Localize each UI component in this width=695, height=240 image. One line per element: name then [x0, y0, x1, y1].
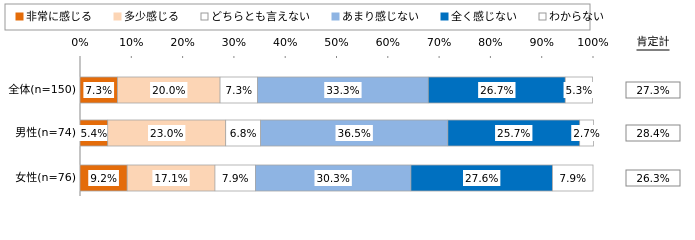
value-label: 26.7% [480, 85, 513, 97]
value-label: 7.3% [225, 85, 252, 97]
side-value: 26.3% [636, 173, 669, 185]
x-tick-label: 50% [324, 36, 348, 49]
value-label: 6.8% [230, 128, 257, 140]
legend-swatch [440, 12, 449, 21]
value-label: 36.5% [338, 128, 371, 140]
side-value: 28.4% [636, 128, 669, 140]
value-label-bg [227, 125, 259, 141]
value-label: 17.1% [154, 173, 187, 185]
legend-swatch [331, 12, 340, 21]
value-label: 25.7% [497, 128, 530, 140]
legend-label: 非常に感じる [26, 10, 92, 23]
x-tick-label: 20% [170, 36, 194, 49]
value-label-bg [462, 170, 501, 186]
legend-swatch [200, 12, 209, 21]
legend-label: どちらとも言えない [211, 10, 310, 23]
legend-label: あまり感じない [342, 10, 419, 23]
value-label: 9.2% [90, 173, 117, 185]
value-label-bg [557, 170, 589, 186]
x-tick-label: 80% [478, 36, 502, 49]
x-tick-label: 90% [529, 36, 553, 49]
value-label-bg [150, 82, 188, 98]
value-label-bg [324, 82, 362, 98]
value-label-bg [495, 125, 533, 141]
value-label: 20.0% [152, 85, 185, 97]
value-label: 30.3% [316, 173, 349, 185]
value-label-bg [571, 125, 602, 141]
value-label-bg [78, 125, 110, 141]
side-column-title: 肯定計 [637, 34, 670, 48]
value-label: 5.4% [81, 128, 108, 140]
x-tick-label: 40% [273, 36, 297, 49]
value-label: 33.3% [326, 85, 359, 97]
category-label: 全体(n=150) [8, 82, 76, 96]
value-label: 7.3% [85, 85, 112, 97]
category-label: 男性(n=74) [15, 125, 76, 139]
x-tick-label: 0% [71, 36, 88, 49]
x-tick-label: 60% [376, 36, 400, 49]
legend-swatch [15, 12, 24, 21]
value-label: 23.0% [150, 128, 183, 140]
legend-label: わからない [549, 10, 604, 23]
value-label: 27.6% [465, 173, 498, 185]
value-label-bg [219, 170, 251, 186]
value-label-bg [563, 82, 595, 98]
x-tick-label: 10% [119, 36, 143, 49]
side-value-box [625, 124, 681, 142]
value-label-bg [223, 82, 255, 98]
value-label-bg [83, 82, 115, 98]
value-label-bg [314, 170, 352, 186]
x-tick-label: 30% [222, 36, 246, 49]
value-label-bg [152, 170, 190, 186]
legend-box [4, 3, 591, 31]
x-tick-label: 70% [427, 36, 451, 49]
side-value-box [625, 169, 681, 187]
side-value-box [625, 81, 681, 99]
legend-swatch [113, 12, 122, 21]
legend-label: 多少感じる [124, 9, 179, 23]
legend-swatch [538, 12, 547, 21]
value-label: 7.9% [559, 173, 586, 185]
side-value: 27.3% [636, 85, 669, 97]
value-label: 2.7% [573, 128, 600, 140]
value-label: 7.9% [222, 173, 249, 185]
value-label-bg [88, 170, 119, 186]
value-label-bg [478, 82, 516, 98]
value-label-bg [335, 125, 373, 141]
x-tick-label: 100% [577, 36, 608, 49]
value-label: 5.3% [566, 85, 593, 97]
value-label-bg [148, 125, 186, 141]
legend-label: 全く感じない [451, 9, 517, 23]
category-label: 女性(n=76) [15, 170, 76, 184]
chart: 非常に感じる 多少感じる どちらとも言えない あまり感じない 全く感じない わからない 0%… [4, 3, 681, 196]
